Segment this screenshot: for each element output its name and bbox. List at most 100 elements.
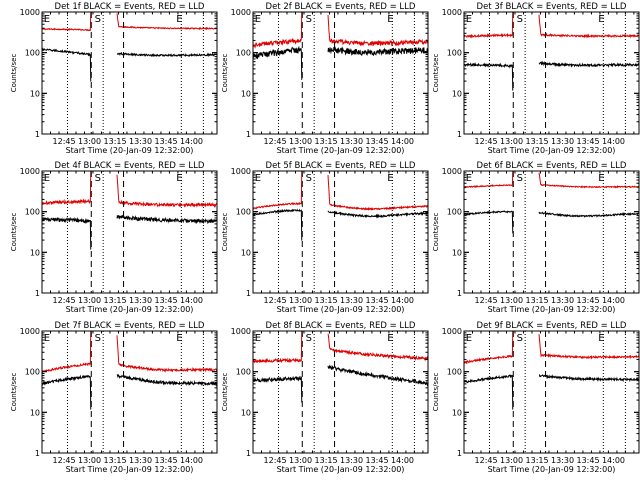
x-tick-label: 13:15	[315, 137, 338, 146]
x-tick-label: 13:00	[78, 296, 101, 305]
lld-series-line	[463, 330, 640, 365]
x-tick-label: 13:45	[365, 296, 388, 305]
x-tick-label: 14:00	[602, 137, 625, 146]
panel-title: Det 3f BLACK = Events, RED = LLD	[477, 2, 627, 12]
lld-series-line	[463, 11, 640, 39]
y-axis-label: Counts/sec	[221, 373, 229, 412]
y-tick-label: 10	[452, 248, 462, 257]
y-tick-label: 1000	[20, 327, 40, 336]
y-tick-label: 1000	[442, 167, 462, 176]
events-series-line	[463, 60, 640, 91]
x-tick-label: 13:30	[129, 296, 152, 305]
x-axis-label: Start Time (20-Jan-09 12:32:00)	[277, 305, 405, 314]
y-tick-label: 1	[246, 130, 251, 139]
x-tick-label: 13:00	[500, 137, 523, 146]
y-tick-label: 100	[447, 208, 462, 217]
events-series-line	[41, 214, 218, 250]
y-axis-label: Counts/sec	[432, 54, 440, 93]
y-tick-label: 1	[246, 449, 251, 458]
x-tick-label: 13:15	[315, 456, 338, 465]
x-tick-label: 13:30	[340, 296, 363, 305]
y-tick-label: 1	[35, 130, 40, 139]
panel-1: Det 1f BLACK = Events, RED = LLD Counts/s…	[10, 2, 218, 155]
y-tick-label: 100	[447, 368, 462, 377]
y-tick-label: 10	[241, 89, 251, 98]
x-tick-label: 13:00	[78, 137, 101, 146]
panel-title: Det 2f BLACK = Events, RED = LLD	[266, 2, 416, 12]
y-tick-label: 100	[447, 49, 462, 58]
x-axis-label: Start Time (20-Jan-09 12:32:00)	[488, 465, 616, 474]
x-tick-label: 14:00	[602, 456, 625, 465]
x-axis-label: Start Time (20-Jan-09 12:32:00)	[277, 146, 405, 155]
event-marker-label: E	[466, 14, 472, 25]
panel-9: Det 9f BLACK = Events, RED = LLD Counts/s…	[432, 321, 640, 474]
x-tick-label: 12:45	[264, 296, 287, 305]
y-tick-label: 10	[241, 248, 251, 257]
event-marker-label: E	[44, 14, 50, 25]
x-tick-label: 13:15	[104, 296, 127, 305]
x-tick-label: 13:15	[104, 456, 127, 465]
x-tick-label: 13:30	[129, 456, 152, 465]
x-axis-label: Start Time (20-Jan-09 12:32:00)	[66, 305, 194, 314]
y-tick-label: 10	[30, 248, 40, 257]
event-marker-label: S	[95, 173, 101, 184]
event-marker-label: S	[306, 333, 312, 344]
y-tick-label: 10	[30, 89, 40, 98]
x-tick-label: 13:45	[154, 456, 177, 465]
plot-frame	[463, 11, 640, 135]
x-tick-label: 13:30	[129, 137, 152, 146]
y-tick-label: 10	[30, 408, 40, 417]
y-axis-label: Counts/sec	[432, 213, 440, 252]
y-tick-label: 1	[35, 449, 40, 458]
x-tick-label: 14:00	[391, 296, 414, 305]
y-axis-label: Counts/sec	[432, 373, 440, 412]
x-tick-label: 13:15	[526, 456, 549, 465]
x-tick-label: 13:45	[576, 137, 599, 146]
y-tick-label: 1	[457, 130, 462, 139]
x-tick-label: 14:00	[180, 456, 203, 465]
y-tick-label: 1	[457, 449, 462, 458]
event-marker-label: E	[176, 14, 182, 25]
x-tick-label: 12:45	[53, 456, 76, 465]
events-series-line	[252, 364, 429, 403]
x-tick-label: 13:15	[526, 296, 549, 305]
x-tick-label: 13:45	[576, 296, 599, 305]
y-axis-label: Counts/sec	[10, 54, 18, 93]
plot-frame	[252, 170, 429, 294]
event-marker-label: E	[387, 333, 393, 344]
panel-6: Det 6f BLACK = Events, RED = LLD Counts/s…	[432, 161, 640, 314]
x-tick-label: 12:45	[53, 296, 76, 305]
y-tick-label: 100	[25, 49, 40, 58]
y-tick-label: 10	[452, 89, 462, 98]
panel-title: Det 9f BLACK = Events, RED = LLD	[477, 321, 627, 331]
event-marker-label: S	[95, 14, 101, 25]
panel-2: Det 2f BLACK = Events, RED = LLD Counts/s…	[221, 2, 429, 155]
x-tick-label: 13:30	[551, 456, 574, 465]
plot-frame	[41, 330, 218, 454]
y-tick-label: 1000	[442, 327, 462, 336]
event-marker-label: E	[598, 333, 604, 344]
event-marker-label: S	[95, 333, 101, 344]
x-tick-label: 13:00	[500, 296, 523, 305]
x-tick-label: 13:00	[289, 296, 312, 305]
y-tick-label: 10	[241, 408, 251, 417]
event-marker-label: E	[466, 173, 472, 184]
events-series-line	[41, 373, 218, 410]
x-tick-label: 14:00	[602, 296, 625, 305]
panel-title: Det 1f BLACK = Events, RED = LLD	[55, 2, 205, 12]
lld-series-line	[463, 170, 640, 189]
plot-frame	[463, 170, 640, 294]
x-tick-label: 13:30	[340, 456, 363, 465]
y-tick-label: 10	[452, 408, 462, 417]
y-tick-label: 1000	[231, 327, 251, 336]
event-marker-label: S	[517, 333, 523, 344]
x-tick-label: 13:00	[500, 456, 523, 465]
panel-title: Det 4f BLACK = Events, RED = LLD	[55, 161, 205, 171]
lld-series-line	[41, 11, 218, 32]
x-tick-label: 14:00	[180, 296, 203, 305]
y-tick-label: 100	[236, 208, 251, 217]
x-tick-label: 12:45	[475, 456, 498, 465]
y-tick-label: 1000	[20, 8, 40, 17]
x-tick-label: 13:00	[289, 137, 312, 146]
